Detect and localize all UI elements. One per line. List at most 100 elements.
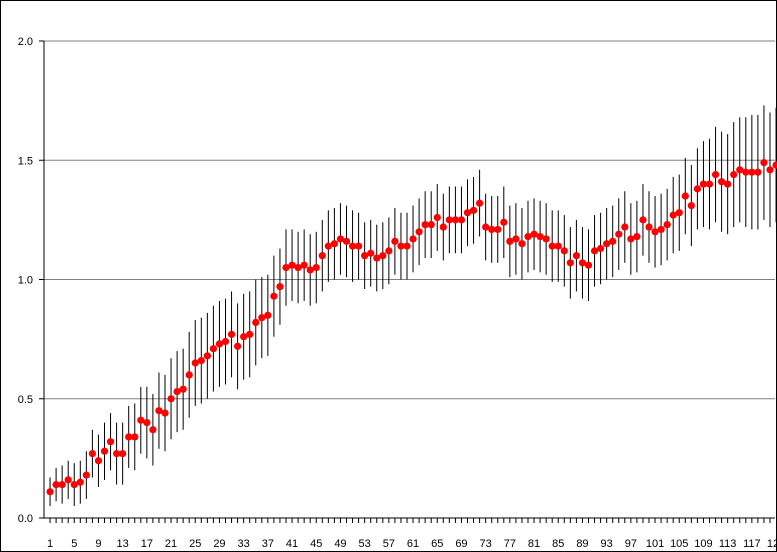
data-point — [597, 244, 605, 253]
data-point — [463, 209, 472, 217]
data-point — [227, 330, 236, 338]
y-tick-label: 1.5 — [18, 155, 33, 167]
data-point — [385, 247, 393, 255]
data-point — [687, 201, 695, 210]
data-point — [312, 263, 320, 272]
data-point — [645, 223, 653, 231]
data-point — [427, 221, 435, 229]
data-point — [469, 206, 478, 214]
data-point — [234, 342, 242, 350]
data-point — [197, 356, 205, 365]
x-tick-label: 113 — [719, 538, 737, 550]
data-point — [179, 385, 187, 393]
x-tick-label: 117 — [743, 538, 761, 550]
data-point — [730, 170, 738, 179]
data-point — [518, 240, 526, 248]
error-bars — [49, 105, 777, 507]
data-point — [560, 247, 568, 255]
data-point — [330, 240, 338, 248]
x-tick-label: 61 — [407, 538, 419, 550]
y-tick-label: 2.0 — [18, 36, 33, 48]
data-point — [373, 254, 381, 262]
x-tick-label: 101 — [646, 538, 664, 550]
data-point — [46, 488, 54, 496]
data-point — [143, 419, 151, 427]
data-point — [476, 199, 484, 207]
data-point — [572, 252, 581, 260]
data-point — [633, 232, 641, 241]
data-point — [554, 242, 562, 250]
data-point — [391, 237, 399, 245]
data-point — [155, 407, 163, 415]
data-point — [131, 433, 139, 441]
data-point — [675, 209, 683, 217]
x-tick-label: 85 — [552, 538, 564, 550]
data-point — [772, 161, 777, 169]
data-point — [252, 318, 260, 327]
data-point — [185, 371, 193, 379]
data-point — [512, 235, 520, 243]
data-point — [718, 178, 726, 186]
data-point — [693, 185, 702, 193]
x-tick-label: 97 — [625, 538, 637, 550]
x-tick-label: 33 — [238, 538, 250, 550]
data-point — [258, 314, 266, 322]
data-point — [240, 333, 248, 341]
data-point — [421, 221, 429, 229]
data-point — [167, 395, 175, 403]
data-point — [651, 228, 659, 236]
data-point — [270, 292, 278, 300]
x-tick-label: 109 — [694, 538, 712, 550]
data-point — [264, 311, 272, 319]
data-point — [137, 416, 145, 424]
data-point — [82, 471, 90, 479]
x-tick-label: 17 — [141, 538, 153, 550]
data-point — [457, 216, 466, 224]
data-point — [451, 216, 459, 224]
data-point — [119, 450, 127, 458]
data-point — [711, 170, 720, 179]
x-tick-label: 29 — [213, 538, 225, 550]
data-point — [415, 228, 423, 236]
data-point — [161, 409, 169, 417]
data-point — [627, 235, 635, 243]
data-point — [318, 252, 326, 260]
data-point — [621, 223, 629, 231]
data-point — [246, 330, 254, 338]
data-point — [403, 242, 411, 250]
x-tick-label: 65 — [431, 538, 443, 550]
data-point — [125, 433, 133, 441]
data-point — [615, 230, 623, 238]
x-tick-label: 25 — [189, 538, 201, 550]
data-point — [657, 225, 665, 234]
data-point — [506, 237, 514, 245]
data-point — [348, 242, 357, 250]
data-point — [724, 180, 732, 188]
data-point — [669, 211, 677, 219]
data-point — [342, 237, 351, 245]
data-point — [324, 242, 332, 250]
x-tick-label: 41 — [286, 538, 298, 550]
data-point — [445, 216, 453, 224]
x-tick-label: 49 — [334, 538, 346, 550]
y-tick-label: 0.5 — [18, 394, 33, 406]
x-tick-label: 57 — [383, 538, 395, 550]
data-point — [306, 266, 314, 274]
data-point — [94, 457, 103, 465]
data-point — [590, 247, 599, 255]
data-point — [209, 345, 217, 353]
data-point — [106, 438, 115, 446]
y-tick-label: 0.0 — [18, 513, 33, 525]
data-point — [88, 450, 96, 458]
tick-labels: 0.0 0.5 1.0 1.5 2.0 1 5 9 13 17 21 25 29 33 37 41 45 49 53… — [18, 36, 777, 550]
gridlines — [44, 40, 775, 400]
x-tick-label: 21 — [165, 538, 177, 550]
data-point — [536, 232, 544, 241]
x-tick-label: 93 — [601, 538, 613, 550]
data-point — [548, 242, 556, 250]
data-point — [300, 261, 308, 269]
x-tick-label: 89 — [576, 538, 588, 550]
data-point — [754, 168, 762, 176]
axes — [39, 40, 775, 523]
